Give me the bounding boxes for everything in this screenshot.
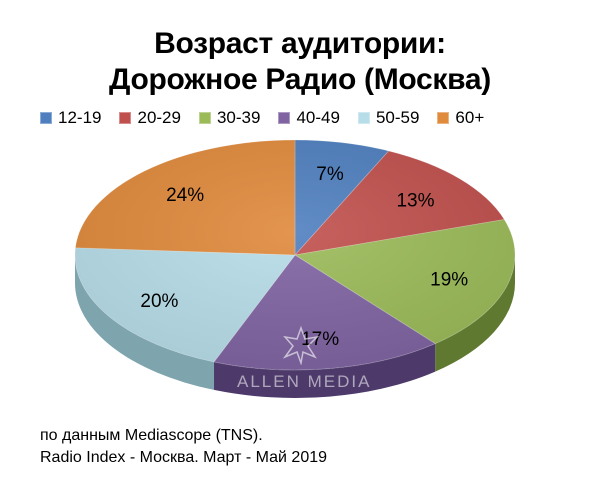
legend-item-60plus: 60+ — [437, 108, 484, 128]
legend-label-50-59: 50-59 — [375, 108, 420, 127]
legend-item-30-39: 30-39 — [198, 108, 261, 128]
data-label-30-39: 19% — [430, 269, 468, 290]
legend: 12-19 20-29 30-39 40-49 50-59 60+ — [40, 108, 580, 128]
data-label-20-29: 13% — [396, 191, 434, 212]
allen-media-logo-icon — [282, 325, 320, 365]
legend-swatch-20-29 — [119, 112, 132, 124]
pie-slices — [74, 139, 516, 371]
legend-swatch-12-19 — [40, 112, 52, 124]
chart-title-line-1: Возраст аудитории: — [154, 27, 446, 60]
pie-side-30-39 — [435, 255, 515, 372]
legend-item-40-49: 40-49 — [278, 108, 340, 128]
data-label-12-19: 7% — [316, 164, 344, 185]
legend-label-30-39: 30-39 — [216, 108, 261, 127]
data-label-50-59: 20% — [140, 291, 178, 312]
pie-side-50-59 — [75, 255, 215, 390]
watermark-text: ALLEN MEDIA — [237, 372, 372, 391]
data-label-60plus: 24% — [166, 185, 204, 206]
pie-data-labels: 7% 13% 19% 17% 20% 24% — [140, 164, 468, 350]
source-note-line-1: по данным Mediascope (TNS). — [40, 427, 263, 444]
pie-top-shading — [75, 140, 515, 370]
pie-sides — [75, 255, 515, 398]
pie-side-40-49 — [214, 343, 436, 398]
chart-title-line-2: Дорожное Радио (Москва) — [109, 63, 491, 96]
legend-item-12-19: 12-19 — [40, 108, 101, 128]
legend-label-12-19: 12-19 — [58, 108, 102, 127]
legend-item-20-29: 20-29 — [119, 108, 181, 128]
legend-swatch-40-49 — [278, 112, 291, 124]
legend-item-50-59: 50-59 — [357, 108, 420, 128]
data-label-40-49: 17% — [301, 329, 339, 350]
legend-label-20-29: 20-29 — [137, 108, 181, 127]
legend-swatch-50-59 — [357, 112, 370, 124]
legend-swatch-60plus — [437, 112, 450, 124]
legend-label-60plus: 60+ — [455, 108, 485, 127]
legend-swatch-30-39 — [198, 112, 211, 124]
source-note-line-2: Radio Index - Москва. Март - Май 2019 — [40, 449, 328, 466]
legend-label-40-49: 40-49 — [296, 108, 340, 127]
